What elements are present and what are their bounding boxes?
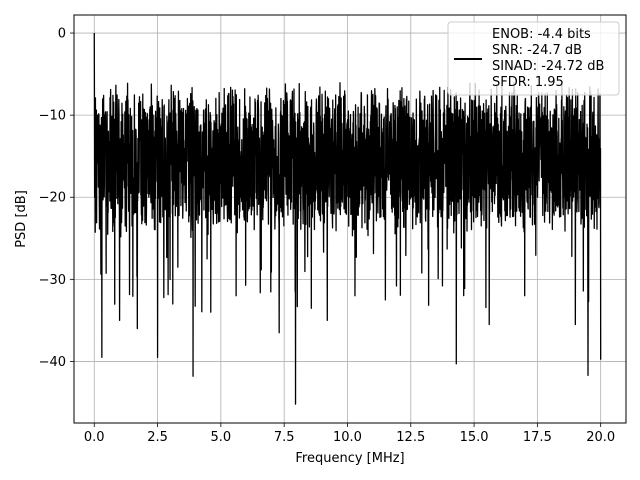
x-tick-label: 7.5 bbox=[274, 430, 295, 445]
y-tick-label: −30 bbox=[39, 273, 66, 288]
x-tick-label: 0.0 bbox=[84, 430, 105, 445]
x-tick-label: 15.0 bbox=[460, 430, 489, 445]
y-axis-label: PSD [dB] bbox=[14, 190, 29, 248]
series-layer bbox=[93, 33, 602, 405]
legend-box bbox=[447, 21, 620, 96]
plot-frame bbox=[73, 14, 627, 424]
legend-entry-enob: ENOB: -4.4 bits bbox=[492, 27, 591, 42]
y-axis: 0 −10 −20 −30 −40 bbox=[39, 27, 74, 370]
x-tick-label: 10.0 bbox=[333, 430, 362, 445]
y-tick-label: 0 bbox=[58, 27, 66, 42]
x-tick-label: 20.0 bbox=[586, 430, 615, 445]
x-tick-label: 17.5 bbox=[523, 430, 552, 445]
legend: ENOB: -4.4 bits SNR: -24.7 dB SINAD: -24… bbox=[447, 21, 620, 96]
legend-entry-snr: SNR: -24.7 dB bbox=[492, 43, 582, 58]
x-tick-label: 5.0 bbox=[211, 430, 232, 445]
psd-series-line bbox=[93, 33, 602, 405]
legend-entry-sinad: SINAD: -24.72 dB bbox=[492, 59, 604, 74]
y-tick-label: −10 bbox=[39, 109, 66, 124]
legend-entry-sfdr: SFDR: 1.95 bbox=[492, 75, 564, 90]
x-axis-label: Frequency [MHz] bbox=[295, 451, 404, 466]
y-tick-label: −40 bbox=[39, 355, 66, 370]
x-axis: 0.0 2.5 5.0 7.5 10.0 12.5 15.0 17.5 20.0 bbox=[84, 423, 615, 445]
y-tick-label: −20 bbox=[39, 191, 66, 206]
x-tick-label: 2.5 bbox=[147, 430, 168, 445]
x-tick-label: 12.5 bbox=[396, 430, 425, 445]
